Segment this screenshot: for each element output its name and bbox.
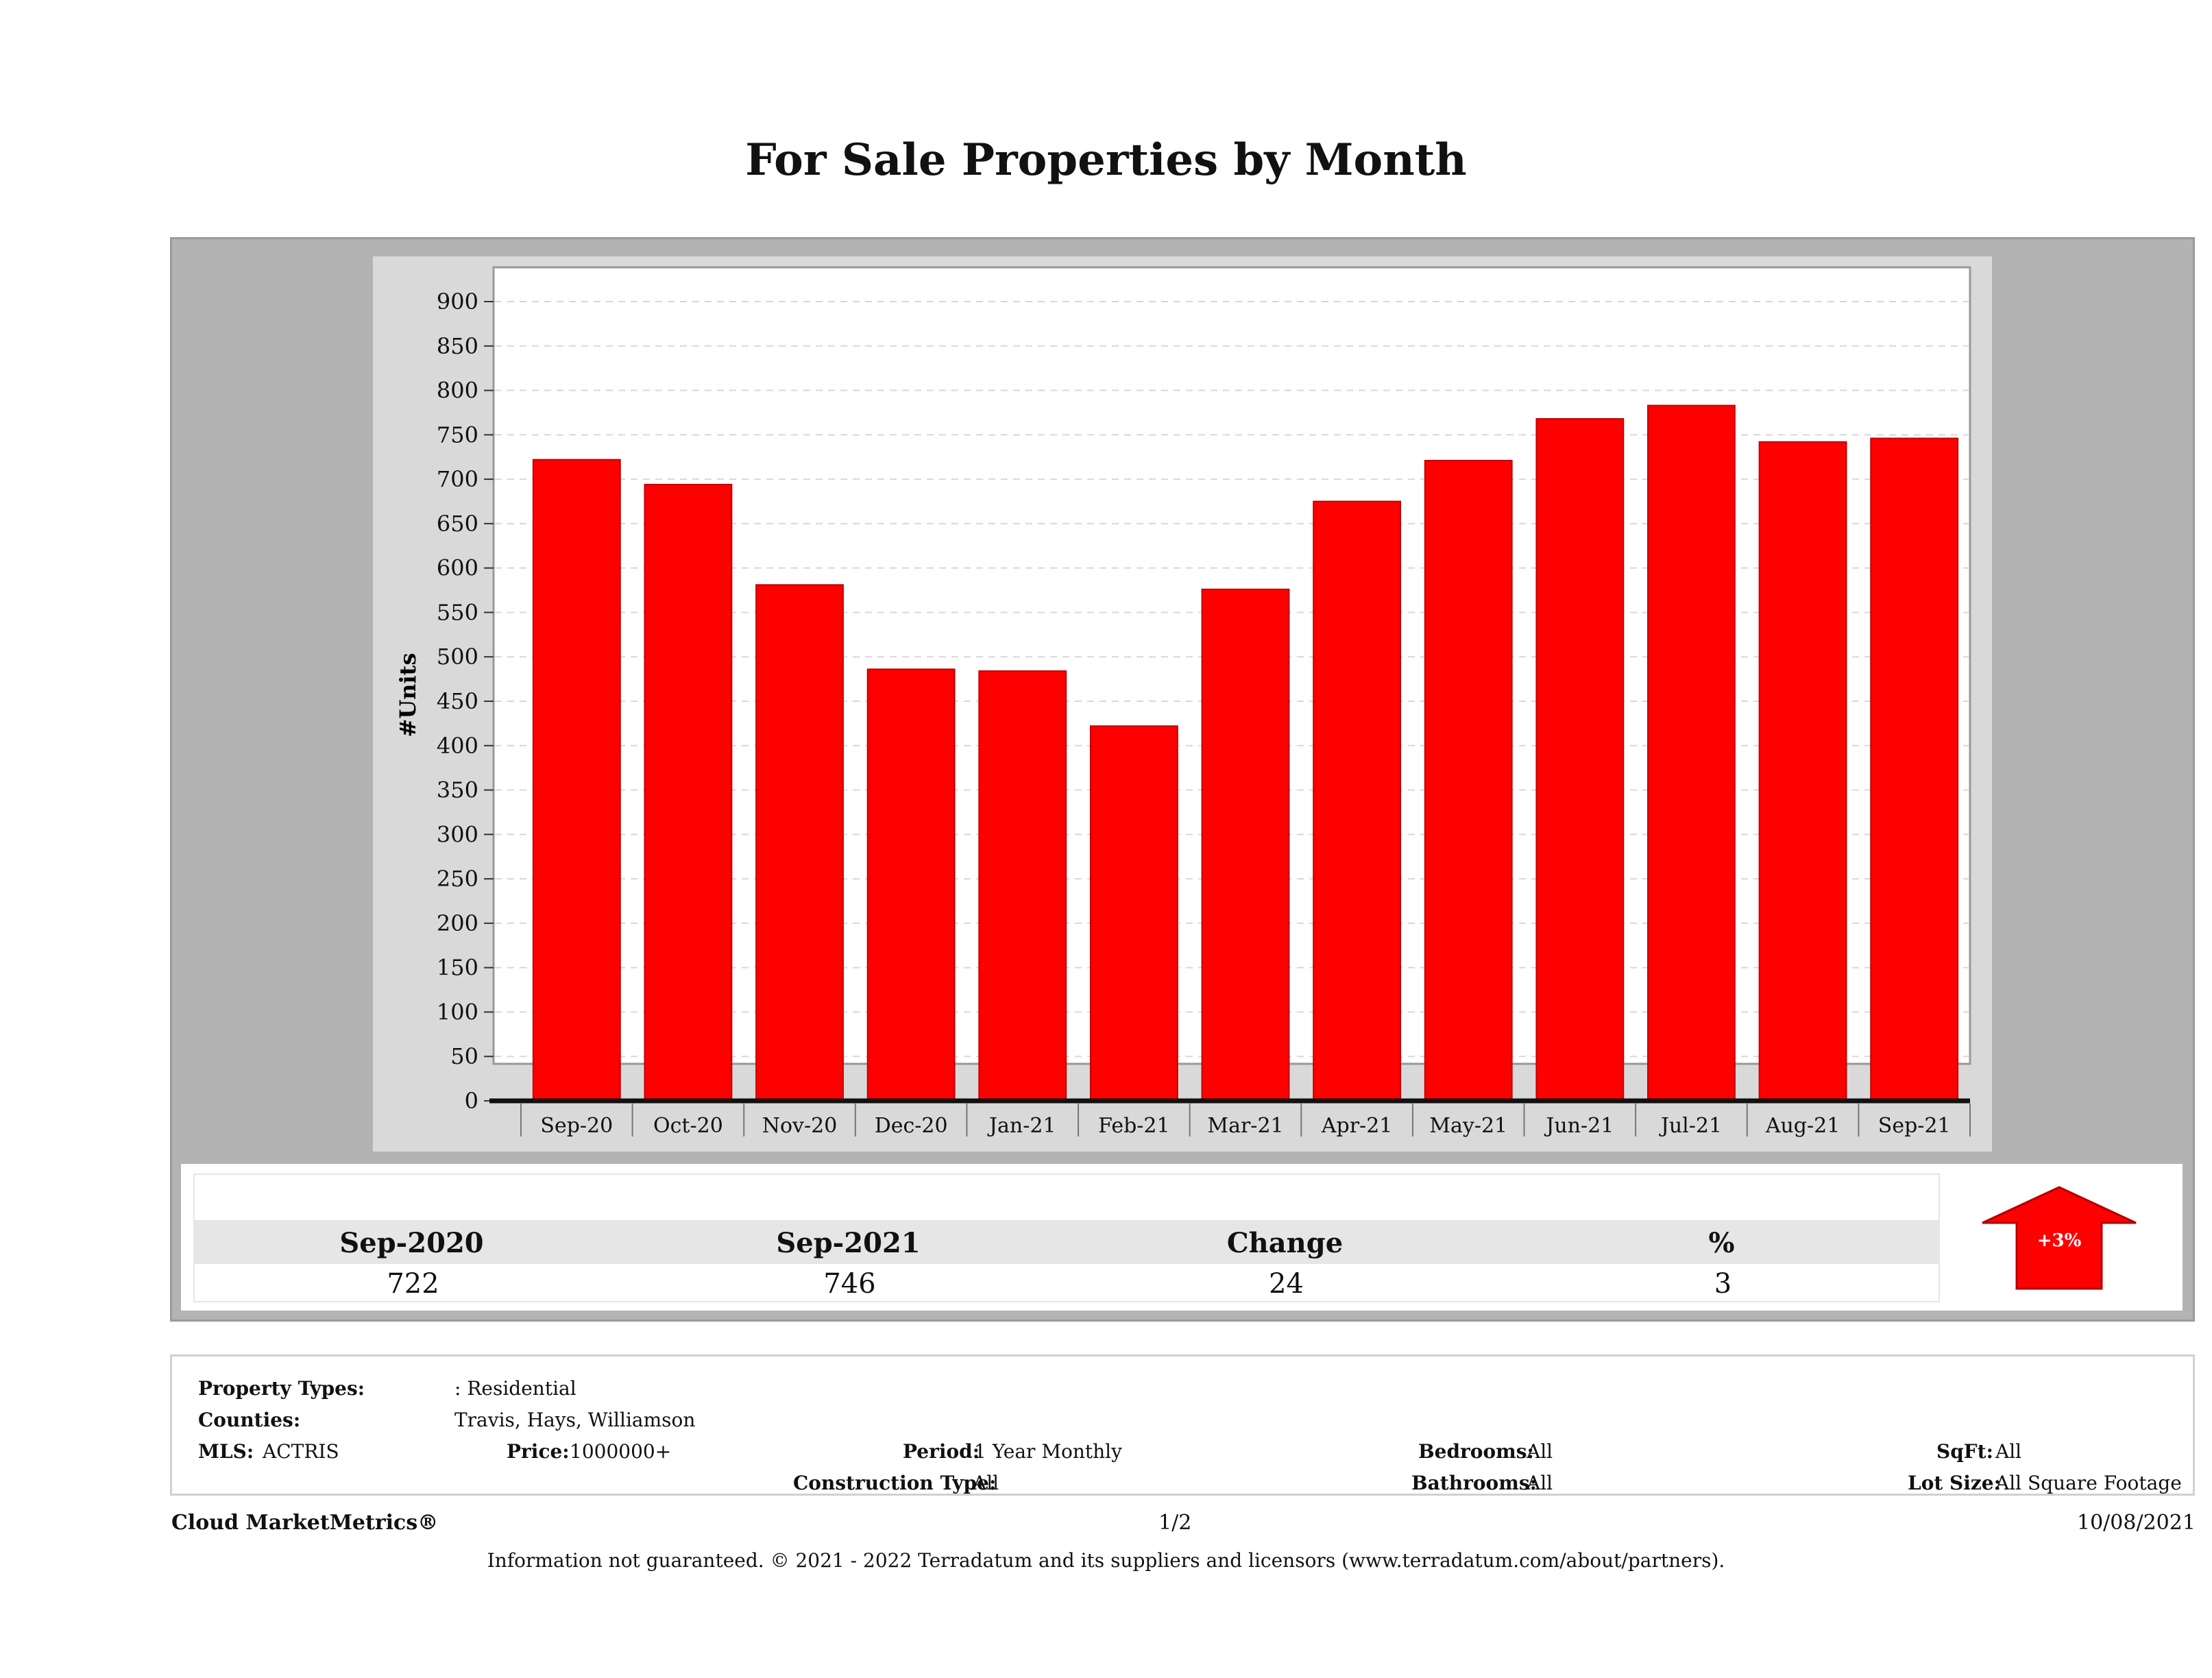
y-axis-label: #Units [395,653,421,738]
x-tick-label: Jul-21 [1659,1114,1722,1138]
y-tick-label: 700 [437,466,478,492]
x-tick-label: Jan-21 [987,1114,1056,1138]
y-tick-label: 550 [437,599,478,625]
lot-size-value: All Square Footage [1995,1472,2182,1494]
bathrooms-value: All [1527,1472,1553,1494]
y-tick-label: 400 [437,733,478,759]
x-tick-label: Nov-20 [762,1114,838,1138]
x-tick-label: Jun-21 [1544,1114,1614,1138]
construction-type-value: All [973,1472,999,1494]
trend-badge: +3% [1967,1174,2151,1302]
x-tick-label: Mar-21 [1207,1114,1283,1138]
y-tick-label: 800 [437,378,478,404]
summary-value-start: 722 [387,1268,439,1300]
y-tick-label: 650 [437,511,478,537]
up-arrow-icon [1982,1186,2137,1290]
mls-label: MLS: [198,1440,254,1463]
summary-value-row: 722 746 24 3 [193,1263,1940,1302]
page-title: For Sale Properties by Month [745,134,1467,186]
bar [532,459,621,1102]
y-axis-ticks: 0 50 100 150 200 250 300 350 400 450 500 550 600 650 7… [437,289,494,1114]
y-tick-label: 750 [437,422,478,448]
x-tick-label: Apr-21 [1321,1114,1393,1138]
sqft-value: All [1995,1440,2022,1463]
bar [755,584,844,1102]
counties-label: Counties: [198,1409,301,1431]
summary-header-start: Sep-2020 [339,1227,484,1259]
summary-top-row [193,1174,1940,1221]
summary-header-percent: % [1708,1227,1735,1259]
bathrooms-label: Bathrooms: [1411,1472,1537,1494]
mls-value: ACTRIS [263,1440,339,1463]
page-number: 1/2 [1158,1511,1192,1535]
x-tick-label: Aug-21 [1765,1114,1840,1138]
bar [978,670,1067,1102]
period-value: 1 Year Monthly [974,1440,1122,1463]
price-label: Price: [507,1440,570,1463]
y-tick-label: 200 [437,910,478,936]
property-types-label: Property Types: [198,1377,365,1400]
y-tick-label: 50 [450,1043,478,1069]
x-axis-ticks: Sep-20 Oct-20 Nov-20 Dec-20 Jan-21 Feb-21 Mar-… [520,1104,1971,1138]
x-tick-label: Feb-21 [1098,1114,1169,1138]
y-tick-label: 900 [437,289,478,315]
summary-header-end: Sep-2021 [776,1227,921,1259]
y-tick-label: 100 [437,999,478,1025]
bedrooms-label: Bedrooms: [1418,1440,1534,1463]
y-tick-label: 600 [437,555,478,581]
counties-value: Travis, Hays, Williamson [454,1409,696,1431]
summary-value-percent: 3 [1714,1268,1732,1300]
x-tick-label: Oct-20 [653,1114,723,1138]
brand-name: Cloud MarketMetrics® [171,1511,439,1535]
bar [1758,441,1847,1102]
summary-header-row: Sep-2020 Sep-2021 Change % [193,1221,1940,1263]
bar [644,483,733,1102]
y-tick-label: 850 [437,333,478,359]
price-value: 1000000+ [570,1440,672,1463]
y-tick-label: 150 [437,955,478,981]
bar [866,668,956,1102]
report-criteria: Property Types: : Residential Counties: … [170,1354,2195,1496]
report-date: 10/08/2021 [2077,1511,2196,1535]
sqft-label: SqFt: [1936,1440,1993,1463]
period-label: Period: [903,1440,980,1463]
y-tick-label: 350 [437,777,478,803]
y-tick-label: 300 [437,821,478,847]
bar [1201,588,1290,1102]
bar [1870,437,1959,1102]
lot-size-label: Lot Size: [1908,1472,2001,1494]
bar-chart: 0 50 100 150 200 250 300 350 400 450 500 550 600 650 7… [395,266,1971,1138]
y-tick-label: 450 [437,688,478,714]
y-tick-label: 500 [437,644,478,670]
summary-table: Sep-2020 Sep-2021 Change % 722 746 24 3 [193,1174,1940,1302]
summary-header-change: Change [1226,1227,1344,1259]
construction-type-label: Construction Type: [793,1472,997,1494]
summary-value-change: 24 [1269,1268,1304,1300]
trend-badge-label: +3% [2037,1230,2082,1251]
bars [532,404,1959,1102]
bar [1313,500,1402,1102]
bar [1424,459,1513,1102]
disclaimer: Information not guaranteed. © 2021 - 202… [487,1549,1725,1572]
bar [1535,418,1625,1102]
property-types-value: : Residential [454,1377,576,1400]
bar [1647,404,1736,1102]
x-tick-label: Dec-20 [875,1114,948,1138]
bar [1089,725,1178,1102]
x-tick-label: Sep-21 [1878,1114,1951,1138]
x-tick-label: Sep-20 [540,1114,613,1138]
x-tick-label: May-21 [1429,1114,1507,1138]
summary-value-end: 746 [823,1268,876,1300]
y-tick-label: 0 [465,1088,478,1114]
y-tick-label: 250 [437,866,478,892]
bedrooms-value: All [1527,1440,1553,1463]
